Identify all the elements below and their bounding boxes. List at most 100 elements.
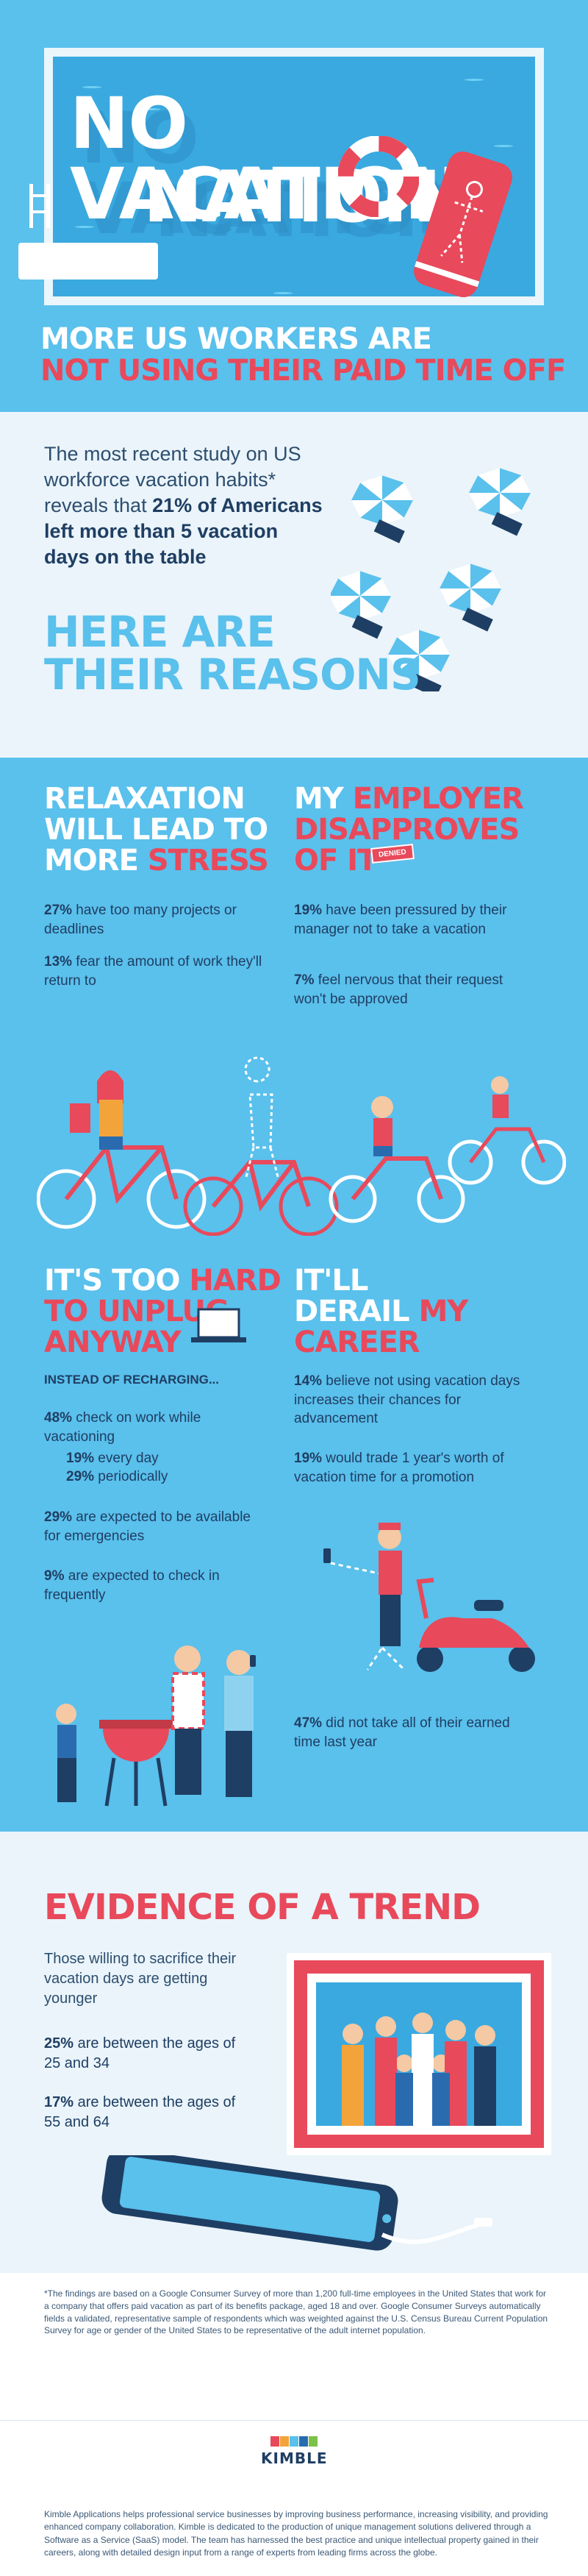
umbrella-icon [351,475,413,543]
stat-text: would trade 1 year's worth of vacation t… [294,1451,504,1485]
subhead-line2: NOT USING THEIR PAID TIME OFF [40,355,565,387]
stat-text: have too many projects or deadlines [44,903,237,937]
stress-title-more: MORE [44,844,148,878]
stat-pct: 19% [294,903,322,918]
career-title-line1: IT'LL [294,1265,467,1296]
reasons-title-line1: HERE ARE [44,611,420,653]
stat-pct: 9% [44,1568,64,1584]
diving-board [18,243,158,280]
unplug-stat-1b: 29% periodically [66,1467,257,1487]
stat-pct: 13% [44,954,72,969]
unplug-title-its-too: IT'S TOO [44,1264,189,1298]
grill-icon [99,1720,173,1806]
kimble-logo[interactable]: KIMBLE [261,2449,328,2467]
stat-pct: 14% [294,1373,322,1389]
stat-pct: 17% [44,2094,74,2110]
about-kimble: Kimble Applications helps professional s… [44,2508,551,2560]
subhead-line1: MORE US WORKERS ARE [40,324,565,355]
stat-pct: 7% [294,972,314,988]
reasons-title: HERE ARE THEIR REASONS [44,611,420,696]
employer-title-employer: EMPLOYER [353,782,523,816]
stress-title-line2: WILL LEAD TO [44,814,268,845]
stat-pct: 25% [44,2035,74,2052]
employer-title-line1: MY EMPLOYER [294,783,523,814]
smartphone-scene [88,2155,500,2258]
career-title-derail: DERAIL [294,1295,419,1328]
unplug-stat-1a: 19% every day [66,1449,257,1468]
evidence-intro: Those willing to sacrifice their vacatio… [44,1949,257,2009]
phone-icon [323,1548,331,1563]
reasons-title-line2: THEIR REASONS [44,653,420,696]
intro-section: The most recent study on US workforce va… [0,412,588,758]
ghost-bicycle [185,1058,337,1234]
scooter-icon [417,1580,535,1672]
evidence-title: EVIDENCE OF A TREND [44,1887,480,1928]
stat-text: are expected to be available for emergen… [44,1509,251,1544]
employer-title-my: MY [294,782,353,816]
stress-title-line3: MORE STRESS [44,845,268,876]
laptop-icon [191,1306,250,1350]
stress-title: RELAXATION WILL LEAD TO MORE STRESS [44,783,268,876]
career-title-my: MY [419,1295,468,1328]
stress-title-line1: RELAXATION [44,783,268,814]
career-stat-1: 14% believe not using vacation days incr… [294,1372,537,1428]
unplug-stat-2: 29% are expected to be available for eme… [44,1508,265,1545]
stat-text: are between the ages of 55 and 64 [44,2094,235,2130]
scooter-scene [309,1523,551,1677]
life-ring-icon [338,136,419,217]
stress-stat-1: 27% have too many projects or deadlines [44,901,265,939]
unplug-subhead: INSTEAD OF RECHARGING... [44,1372,219,1389]
career-title-line2: DERAIL MY [294,1296,467,1327]
stat-pct: 29% [44,1509,72,1525]
hero-section: NO VACATION NATION NO VACATION NATION MO… [0,0,588,412]
umbrella-icon [469,468,531,536]
stat-pct: 48% [44,1410,72,1426]
survey-footnote: *The findings are based on a Google Cons… [44,2288,551,2337]
stat-text: have been pressured by their manager not… [294,903,506,937]
evidence-stat-1: 25% are between the ages of 25 and 34 [44,2034,243,2074]
employer-title-line2: DISAPPROVES [294,814,523,845]
stat-pct: 19% [66,1451,94,1466]
intro-text: The most recent study on US workforce va… [44,441,323,570]
stat-text: are expected to check in frequently [44,1568,220,1603]
career-stat-3: 47% did not take all of their earned tim… [294,1714,537,1751]
unplug-title-hard: HARD [189,1264,280,1298]
stat-text: feel nervous that their request won't be… [294,972,503,1007]
ladder-icon [26,184,55,228]
footnote-section: *The findings are based on a Google Cons… [0,2273,588,2576]
unplug-stat-1: 48% check on work while vacationing [44,1409,265,1446]
career-title-line3: CAREER [294,1327,467,1358]
umbrella-icon [440,563,501,631]
unplug-stat-3: 9% are expected to check in frequently [44,1567,265,1604]
bicycle-icon [38,1070,204,1227]
stress-stat-2: 13% fear the amount of work they'll retu… [44,953,265,990]
stat-text: every day [94,1451,159,1466]
stat-text: are between the ages of 25 and 34 [44,2035,235,2071]
stat-pct: 27% [44,903,72,918]
kimble-logo-mark [270,2436,318,2447]
evidence-stat-2: 17% are between the ages of 55 and 64 [44,2093,243,2132]
reasons-section: RELAXATION WILL LEAD TO MORE STRESS 27% … [0,758,588,1832]
evidence-section: EVIDENCE OF A TREND Those willing to sac… [0,1832,588,2273]
employer-stat-1: 19% have been pressured by their manager… [294,901,529,939]
towel-icon [408,147,518,302]
employer-title: MY EMPLOYER DISAPPROVES OF IT [294,783,523,876]
unplug-title-line1: IT'S TOO HARD [44,1265,281,1296]
stat-text: did not take all of their earned time la… [294,1715,510,1750]
stat-text: fear the amount of work they'll return t… [44,954,262,989]
bicycle-scene [37,1022,566,1236]
stress-title-stress: STRESS [148,844,268,878]
career-stat-2: 19% would trade 1 year's worth of vacati… [294,1449,537,1487]
stat-text: believe not using vacation days increase… [294,1373,520,1426]
career-title: IT'LL DERAIL MY CAREER [294,1265,467,1358]
stat-pct: 19% [294,1451,322,1466]
grill-scene [37,1633,279,1817]
stat-pct: 29% [66,1469,94,1484]
stat-pct: 47% [294,1715,322,1731]
photo-frame-icon [287,1953,551,2155]
employer-stat-2: 7% feel nervous that their request won't… [294,971,529,1008]
hero-subhead: MORE US WORKERS ARE NOT USING THEIR PAID… [40,324,565,387]
stat-text: periodically [94,1469,168,1484]
bicycle-child-scene [331,1076,564,1221]
